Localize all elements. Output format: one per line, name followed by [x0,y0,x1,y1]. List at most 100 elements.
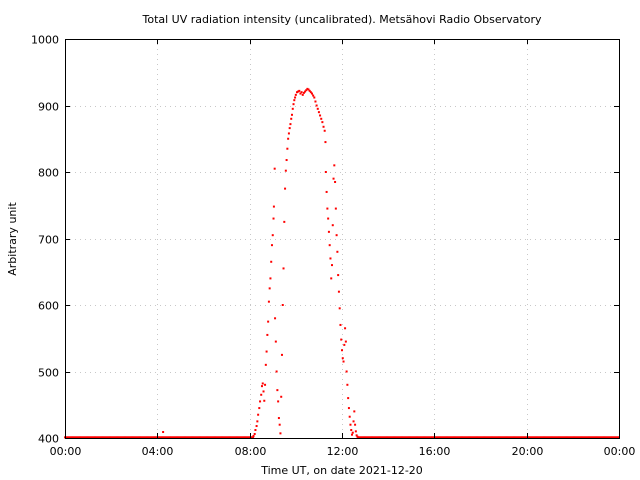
baseline-point [360,436,363,439]
baseline-point [537,436,540,439]
chart-title: Total UV radiation intensity (uncalibrat… [142,13,542,26]
baseline-point [613,436,616,439]
baseline-point [493,436,496,439]
baseline-point [422,436,425,439]
baseline-point [553,436,556,439]
baseline-point [369,436,372,439]
y-tick-label: 900 [38,101,59,114]
baseline-point [132,436,135,439]
baseline-point [358,436,361,439]
baseline-point [416,436,419,439]
baseline-point [539,436,542,439]
data-point [269,277,272,280]
data-point [341,357,344,360]
data-point [272,205,275,208]
x-axis-tick-labels: 00:00 04:00 08:00 12:00 16:00 20:00 00:00 [50,445,636,458]
data-point [277,417,280,420]
data-point [356,435,359,438]
baseline-point [596,436,599,439]
baseline-point [560,436,563,439]
baseline-point [237,436,240,439]
baseline-point [555,436,558,439]
baseline-point [579,436,582,439]
baseline-point [225,436,228,439]
baseline-point [462,436,465,439]
data-point [323,129,326,132]
baseline-point [481,436,484,439]
baseline-point [90,436,93,439]
baseline-point [411,436,414,439]
baseline-point [420,436,423,439]
baseline-point [512,436,515,439]
baseline-point [241,436,244,439]
baseline-point [169,436,172,439]
baseline-point [419,436,422,439]
data-point [283,220,286,223]
baseline-point [434,436,437,439]
data-point [255,425,258,428]
y-tick-label: 600 [38,300,59,313]
baseline-point [186,436,189,439]
baseline-point [113,436,116,439]
data-point [325,190,328,193]
baseline-point [570,436,573,439]
data-point [272,217,275,220]
baseline-point [139,436,142,439]
baseline-point [74,436,77,439]
baseline-point [548,436,551,439]
data-point [313,96,316,99]
baseline-point [586,436,589,439]
baseline-point [398,436,401,439]
baseline-point [557,436,560,439]
baseline-point [534,436,537,439]
baseline-point [450,436,453,439]
baseline-point [155,436,158,439]
baseline-point [561,436,564,439]
baseline-point [149,436,152,439]
data-point [260,393,263,396]
data-point [300,91,303,94]
baseline-point [65,436,68,439]
data-point [278,423,281,426]
baseline-point [390,436,393,439]
baseline-point [227,436,230,439]
baseline-point [126,436,129,439]
data-point [337,290,340,293]
baseline-point [217,436,220,439]
baseline-point [180,436,183,439]
baseline-point [431,436,434,439]
baseline-point [384,436,387,439]
baseline-point [184,436,187,439]
baseline-point [120,436,123,439]
baseline-point [581,436,584,439]
baseline-point [365,436,368,439]
baseline-point [83,436,86,439]
baseline-point [372,436,375,439]
data-point [260,385,263,388]
baseline-point [491,436,494,439]
baseline-point [247,436,250,439]
baseline-point [75,436,78,439]
baseline-point [616,436,619,439]
baseline-point [403,436,406,439]
baseline-point [418,436,421,439]
baseline-point [578,436,581,439]
baseline-point [140,436,143,439]
baseline-point [115,436,118,439]
baseline-point [163,436,166,439]
baseline-point [508,436,511,439]
y-axis-label: Arbitrary unit [6,202,19,276]
data-point [275,370,278,373]
baseline-point [494,436,497,439]
baseline-point [556,436,559,439]
baseline-point [99,436,102,439]
baseline-point [488,436,491,439]
baseline-point [414,436,417,439]
data-point [259,400,262,403]
baseline-point [240,436,243,439]
baseline-point [197,436,200,439]
baseline-point [442,436,445,439]
baseline-point [199,436,202,439]
baseline-point [157,436,160,439]
